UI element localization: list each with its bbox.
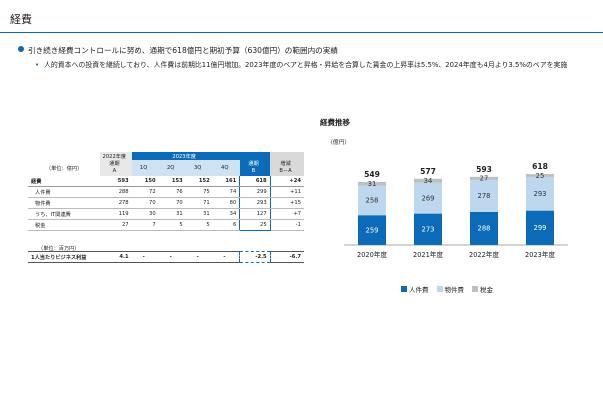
data-label: 273 xyxy=(422,226,435,234)
legend-item-personnel: 人件費 xyxy=(401,284,429,294)
header-2023: 2023年度 xyxy=(131,152,240,160)
bar-segment xyxy=(526,176,554,211)
x-tick-label: 2023年度 xyxy=(525,250,555,259)
data-label: 34 xyxy=(424,177,433,185)
col-b-header: 通期 B xyxy=(239,160,271,176)
data-label: 293 xyxy=(534,190,547,198)
data-label: 259 xyxy=(366,226,379,234)
x-tick-label: 2020年度 xyxy=(357,250,387,259)
expense-table: 2022年度 2023年度 （単位：億円） 通期 A 1Q 2Q 3Q 4Q 通… xyxy=(28,152,304,231)
total-label: 577 xyxy=(420,167,436,176)
total-label: 549 xyxy=(364,170,380,179)
header-2022: 2022年度 xyxy=(100,152,132,160)
sub-bullet-text: 人的資本への投資を継続しており、人件費は前期比11億円増加。2023年度のベアと… xyxy=(44,61,568,69)
data-label: 31 xyxy=(368,180,377,188)
table-row: 物件費 278 70 70 71 80 293 +15 xyxy=(28,197,304,209)
col-q3: 3Q xyxy=(185,160,213,176)
legend-item-tax: 税金 xyxy=(472,284,493,294)
main-bullet: 引き続き経費コントロールに努め、通期で618億円と期初予算（630億円）の範囲内… xyxy=(18,45,338,56)
bar-segment xyxy=(358,215,386,245)
x-tick-label: 2021年度 xyxy=(413,250,443,259)
table-row: 経費 593 150 153 152 161 618 +24 xyxy=(28,176,304,187)
sub-bullet-dot-icon: • xyxy=(35,61,40,69)
bar-segment xyxy=(358,181,386,186)
main-bullet-text: 引き続き経費コントロールに努め、通期で618億円と期初予算（630億円）の範囲内… xyxy=(28,46,338,55)
data-label: 299 xyxy=(534,224,547,232)
sub-bullet: • 人的資本への投資を継続しており、人件費は前期比11億円増加。2023年度のベ… xyxy=(35,60,574,70)
col-a-header: 通期 A xyxy=(100,160,132,176)
table-row: 人件費 288 72 76 75 74 299 +11 xyxy=(28,186,304,198)
legend-swatch-icon xyxy=(401,286,407,292)
table-row: 1人当たりビジネス利益 4.1 - - - - -2.5 -6.7 xyxy=(28,251,304,263)
title-underline xyxy=(0,32,603,33)
bullet-dot-icon xyxy=(18,46,24,52)
bar-segment xyxy=(358,185,386,216)
chart-legend: 人件費 物件費 税金 xyxy=(401,284,493,294)
data-label: 288 xyxy=(478,225,491,233)
legend-swatch-icon xyxy=(436,286,443,292)
total-label: 593 xyxy=(476,165,492,174)
legend-swatch-icon xyxy=(472,286,478,292)
table-unit: （単位：億円） xyxy=(45,165,83,172)
bar-segment xyxy=(470,179,498,212)
total-label: 618 xyxy=(532,162,548,171)
data-label: 25 xyxy=(536,172,545,180)
chart-title: 経費推移 xyxy=(320,118,350,127)
legend-item-property: 物件費 xyxy=(436,284,464,294)
bar-segment xyxy=(414,182,442,214)
table-row: うち、IT関連費 119 30 31 31 34 127 +7 xyxy=(28,208,304,220)
bar-segment xyxy=(470,211,498,245)
page-title: 経費 xyxy=(10,13,32,26)
bar-segment xyxy=(414,178,442,183)
col-diff-header: 増減 B－A xyxy=(270,160,304,176)
bar-segment xyxy=(470,176,498,180)
x-tick-label: 2022年度 xyxy=(469,250,499,259)
col-q4: 4Q xyxy=(212,160,240,176)
data-label: 269 xyxy=(422,194,435,202)
col-q2: 2Q xyxy=(158,160,186,176)
chart-y-unit: （億円） xyxy=(327,140,351,146)
table-unit-2: （単位：百万円） xyxy=(38,246,80,252)
col-q1: 1Q xyxy=(131,160,159,176)
profit-per-person-table: 1人当たりビジネス利益 4.1 - - - - -2.5 -6.7 xyxy=(28,251,304,263)
data-label: 258 xyxy=(366,197,379,205)
bar-segment xyxy=(526,210,554,245)
bar-segment xyxy=(414,213,442,245)
bar-segment xyxy=(526,174,554,177)
data-label: 278 xyxy=(478,192,491,200)
data-label: 27 xyxy=(480,175,489,183)
